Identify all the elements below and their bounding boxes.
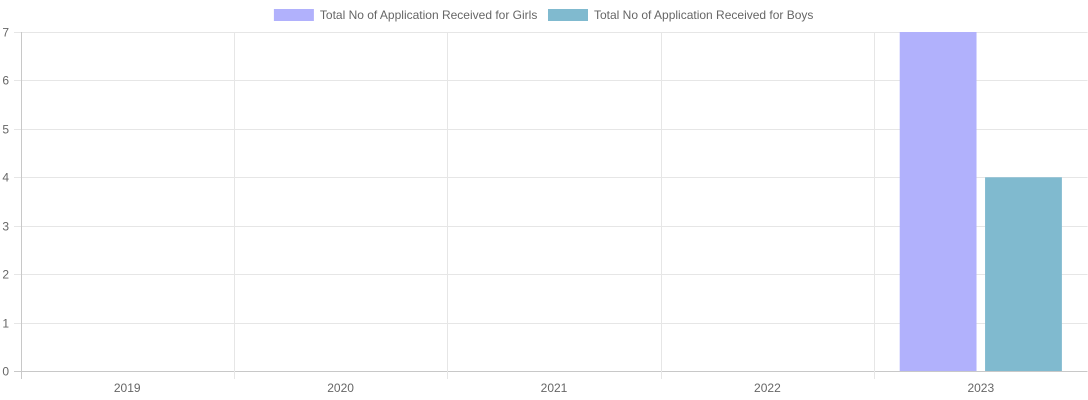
grid-lines — [14, 32, 1088, 379]
x-tick-label: 2020 — [327, 381, 354, 395]
x-tick-label: 2021 — [541, 381, 568, 395]
legend-swatch-girls[interactable] — [273, 9, 314, 21]
y-tick-label: 1 — [2, 317, 9, 331]
legend-label-boys[interactable]: Total No of Application Received for Boy… — [594, 8, 813, 22]
bar-boys-2023[interactable] — [985, 177, 1062, 371]
y-tick-label: 0 — [2, 365, 9, 379]
legend: Total No of Application Received for Gir… — [273, 8, 813, 22]
legend-swatch-boys[interactable] — [547, 9, 588, 21]
y-tick-label: 6 — [2, 74, 9, 88]
axes: 0 1 2 3 4 5 6 7 2019 2020 2021 2022 2023 — [2, 26, 994, 396]
legend-label-girls[interactable]: Total No of Application Received for Gir… — [320, 8, 537, 22]
y-tick-label: 5 — [2, 123, 9, 137]
x-tick-label: 2022 — [754, 381, 781, 395]
bars — [899, 32, 1062, 371]
x-tick-label: 2019 — [114, 381, 141, 395]
y-tick-label: 7 — [2, 26, 9, 40]
y-tick-label: 2 — [2, 268, 9, 282]
bar-girls-2023[interactable] — [899, 32, 977, 371]
y-tick-label: 3 — [2, 220, 9, 234]
x-tick-label: 2023 — [967, 381, 994, 395]
y-tick-label: 4 — [2, 171, 9, 185]
